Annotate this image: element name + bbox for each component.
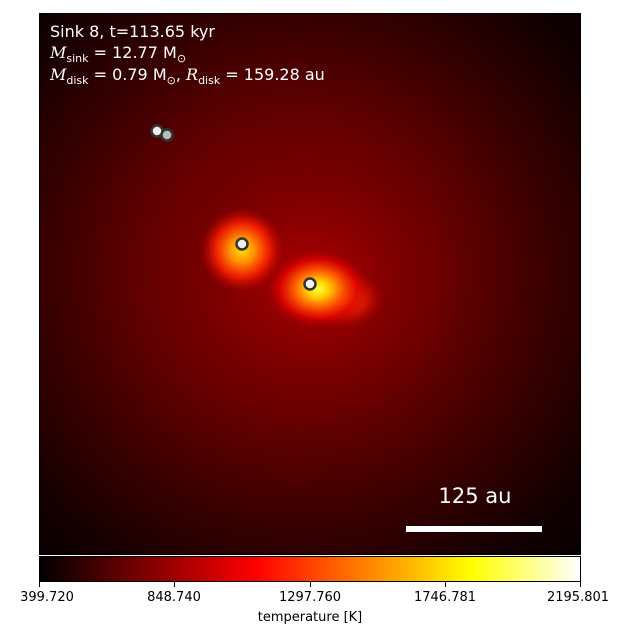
hot-region-primary	[266, 249, 370, 329]
sink-title: Sink 8, t=113.65 kyr	[50, 22, 215, 41]
sink-marker-distant-b	[160, 128, 174, 142]
temperature-map-panel: Sink 8, t=113.65 kyr Msink = 12.77 M⊙ Md…	[39, 13, 581, 555]
disk-radius-subscript: disk	[198, 74, 221, 88]
sink-mass: Msink = 12.77 M⊙	[50, 43, 186, 69]
scalebar	[406, 526, 542, 532]
disk-mass-symbol: M	[50, 65, 67, 84]
colorbar-tick-label: 2195.801	[546, 590, 610, 605]
scalebar-label: 125 au	[438, 484, 512, 508]
sink-marker-secondary	[235, 237, 249, 251]
disk-mass-subscript: disk	[66, 74, 89, 88]
disk-mass-unit: ⊙	[166, 74, 176, 88]
colorbar-label: temperature [K]	[257, 610, 363, 625]
disk-properties: Mdisk = 0.79 M⊙, Rdisk = 159.28 au	[50, 65, 325, 91]
sink-mass-symbol: M	[50, 43, 67, 62]
disk-separator: ,	[175, 65, 187, 84]
colorbar-tick-label: 1297.760	[278, 590, 342, 605]
colorbar-tick	[445, 582, 446, 587]
disk-radius-symbol: R	[186, 65, 199, 84]
sink-mass-subscript: sink	[66, 52, 89, 66]
colorbar-tick-label: 848.740	[147, 590, 201, 605]
sink-mass-value: = 12.77 M	[88, 43, 177, 62]
colorbar-tick	[580, 582, 581, 587]
colorbar-tick	[174, 582, 175, 587]
disk-radius-value: = 159.28 au	[220, 65, 325, 84]
sink-marker-primary	[303, 277, 317, 291]
colorbar	[39, 556, 581, 582]
temperature-map	[150, 124, 465, 424]
colorbar-tick	[39, 582, 40, 587]
sink-mass-unit: ⊙	[176, 52, 187, 66]
colorbar-tick	[310, 582, 311, 587]
colorbar-tick-label: 399.720	[20, 590, 74, 605]
disk-mass-value: = 0.79 M	[88, 65, 167, 84]
colorbar-tick-label: 1746.781	[413, 590, 477, 605]
